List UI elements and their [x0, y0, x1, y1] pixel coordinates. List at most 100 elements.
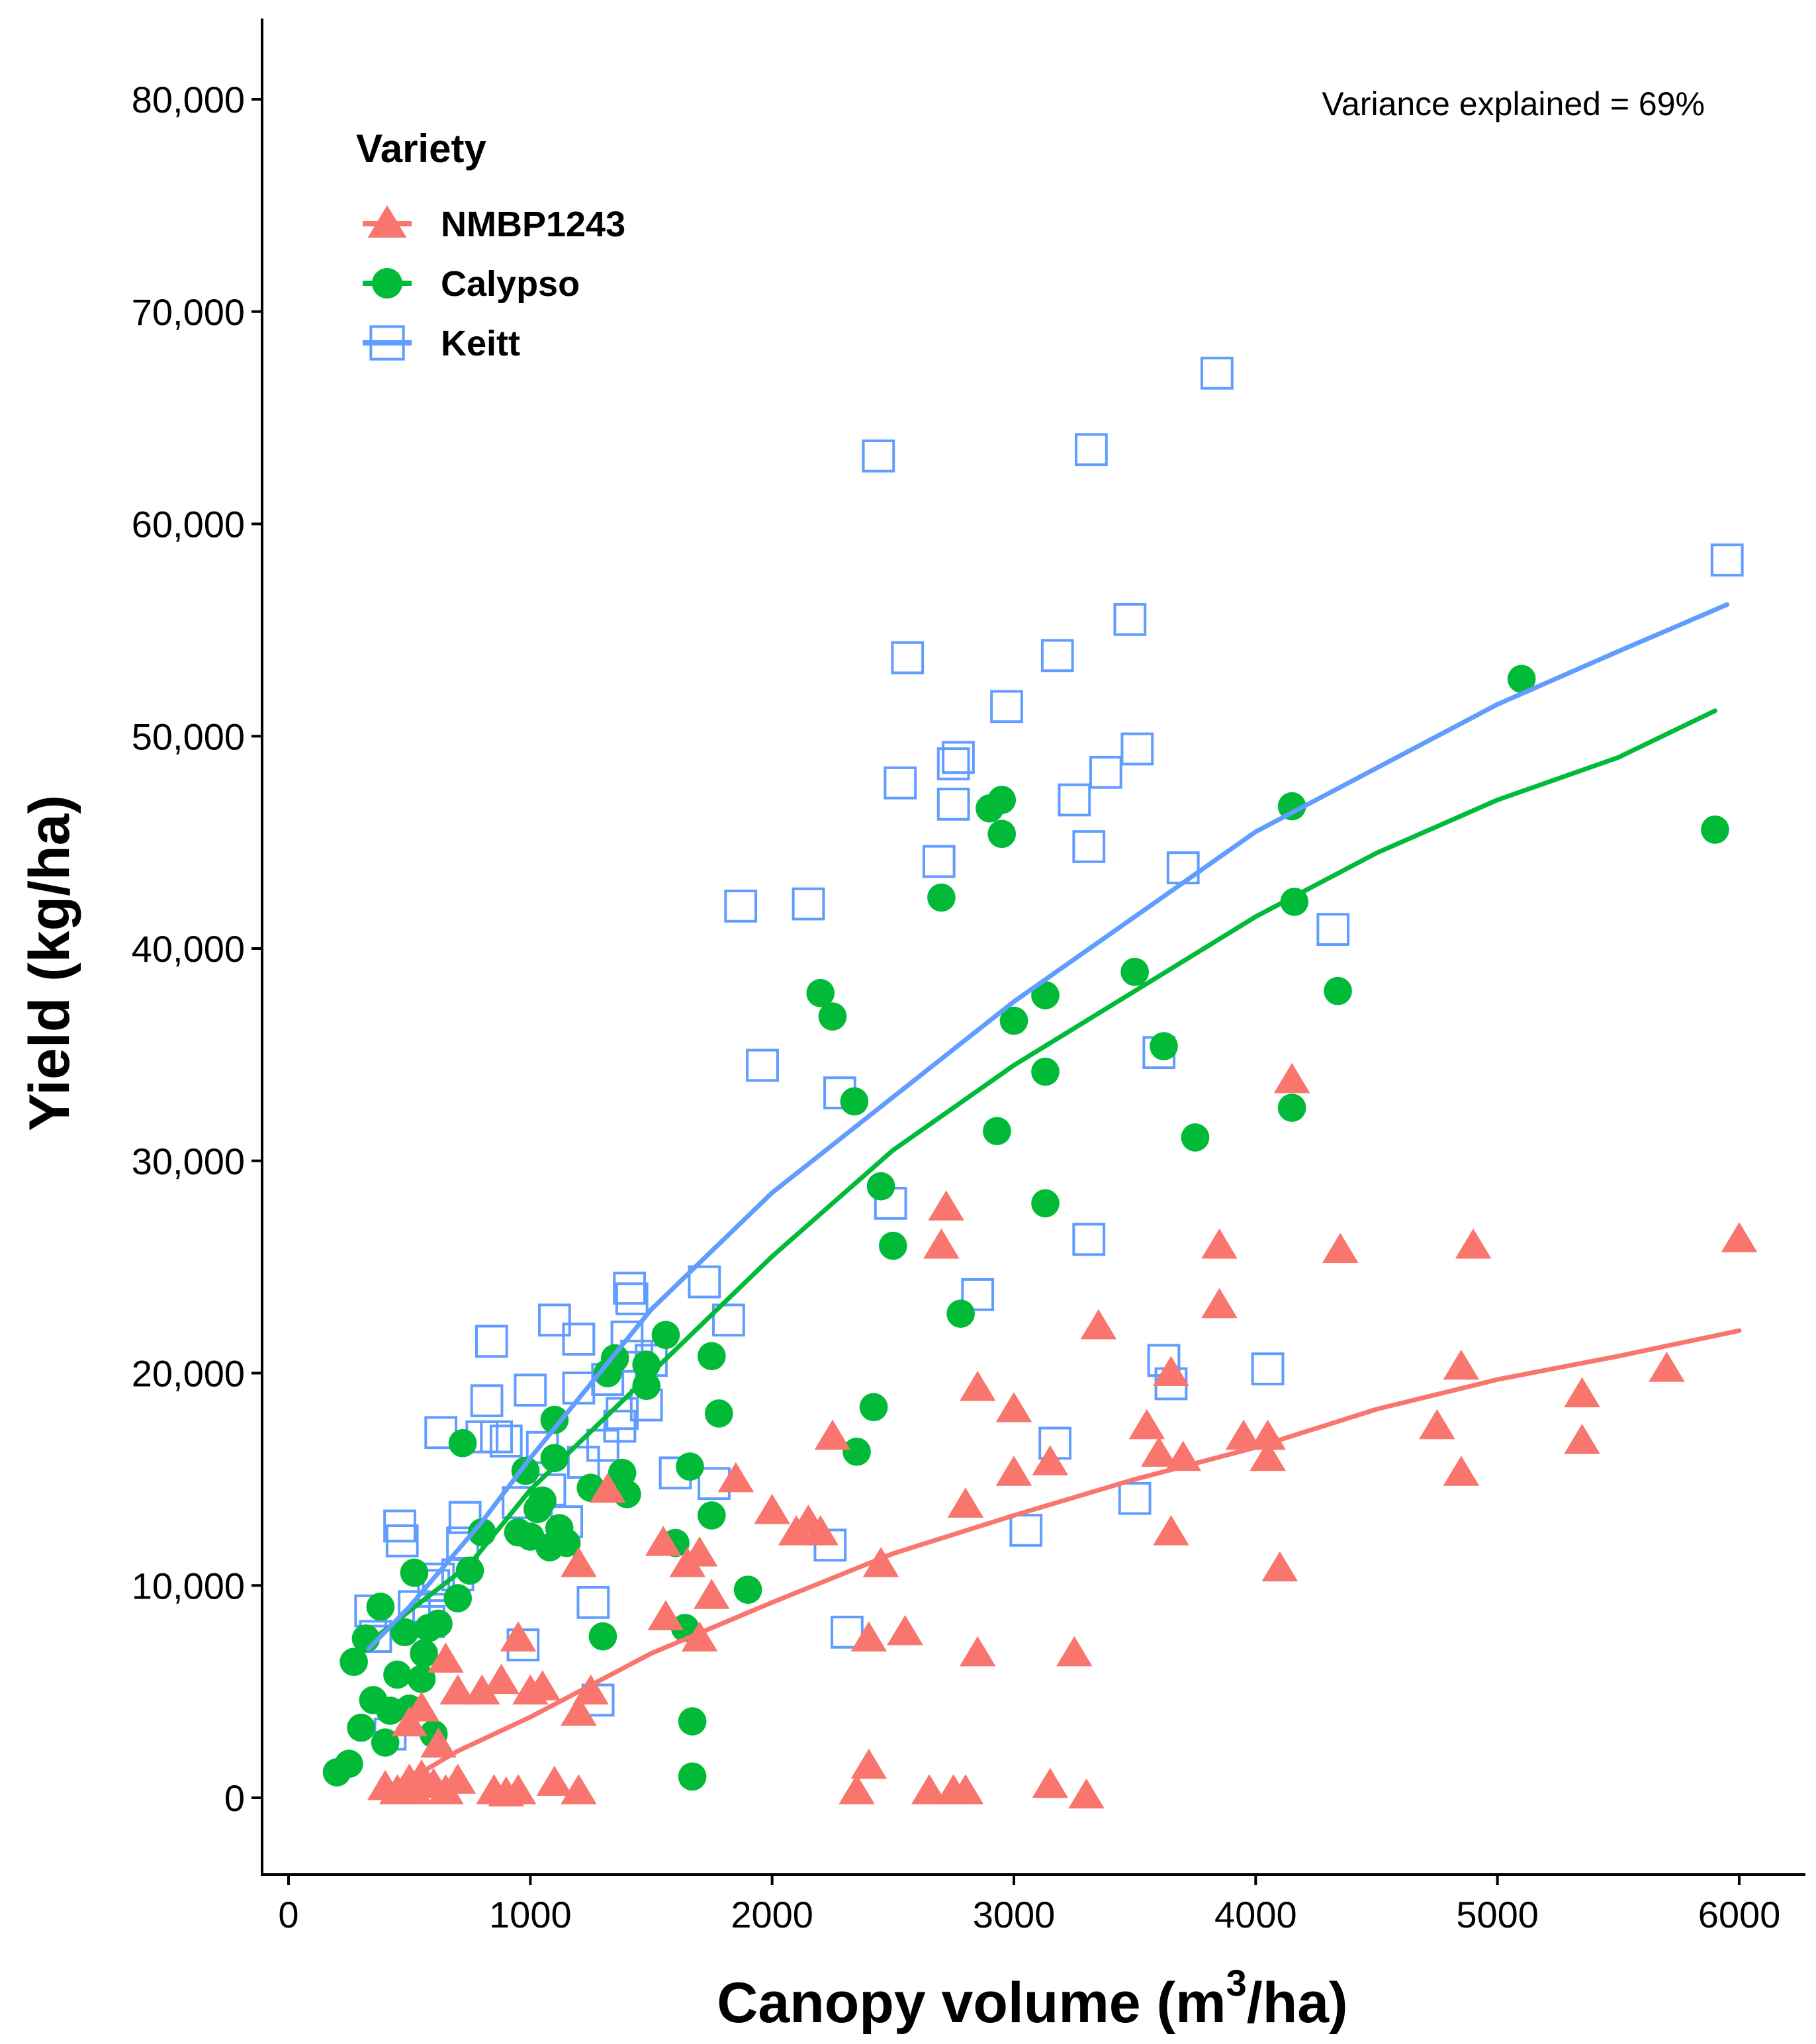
nmbp1243-point: [717, 1462, 754, 1493]
nmbp1243-point: [589, 1472, 626, 1503]
keitt-point: [385, 1524, 419, 1557]
nmbp1243-point: [923, 1229, 960, 1259]
y-axis-ticks: 0 10,000 20,000 30,000 40,000 50,000 60,000 70,…: [132, 79, 262, 1819]
nmbp1243-point: [887, 1614, 923, 1646]
calypso-point: [410, 1639, 438, 1668]
keitt-point: [1040, 639, 1074, 673]
keitt-point: [831, 1615, 864, 1649]
calypso-point: [1507, 665, 1536, 693]
nmbp1243-point: [959, 1636, 996, 1667]
legend-label: Calypso: [441, 264, 580, 304]
calypso-point: [678, 1762, 707, 1791]
calypso-point: [540, 1444, 569, 1473]
calypso-point: [866, 1172, 895, 1201]
x-axis-title-main: Canopy volume (m: [717, 1971, 1226, 2035]
keitt-point: [615, 1282, 649, 1316]
nmbp1243-point: [536, 1765, 573, 1796]
keitt-point: [470, 1384, 504, 1418]
legend-key-circle-icon: [372, 268, 402, 299]
nmbp1243-point: [1249, 1440, 1286, 1471]
x-axis-title: Canopy volume (m3/ha): [717, 1962, 1347, 2035]
nmbp1243-point: [947, 1487, 984, 1518]
calypso-point: [528, 1486, 557, 1515]
calypso-point: [1150, 1032, 1178, 1060]
nmbp1243-point: [439, 1763, 477, 1794]
nmbp1243-point: [561, 1774, 597, 1804]
nmbp1243-point: [995, 1456, 1032, 1486]
keitt-point: [936, 788, 970, 821]
calypso-point: [443, 1584, 473, 1612]
nmbp1243-point: [802, 1515, 839, 1546]
calypso-point: [651, 1321, 680, 1350]
nmbp1243-point: [850, 1748, 887, 1779]
x-axis-title-superscript: 3: [1226, 1962, 1247, 2004]
x-tick-label: 3000: [973, 1894, 1056, 1935]
calypso-point: [1277, 792, 1306, 821]
keitt-point: [1072, 1223, 1106, 1256]
y-tick-label: 70,000: [132, 291, 245, 333]
keitt-point: [922, 845, 956, 878]
nmbp1243-point: [524, 1670, 561, 1700]
calypso-point: [698, 1501, 726, 1530]
calypso-point: [1031, 1189, 1060, 1218]
keitt-point: [961, 1278, 995, 1311]
calypso-point: [366, 1593, 395, 1621]
nmbp1243-point: [1273, 1062, 1310, 1093]
calypso-point: [608, 1458, 637, 1487]
keitt-point: [792, 887, 825, 921]
keitt-point: [576, 1586, 610, 1619]
calypso-point: [1031, 981, 1060, 1009]
keitt-point: [862, 439, 895, 473]
nmbp1243-point: [1721, 1222, 1758, 1252]
nmbp1243-point: [1068, 1778, 1105, 1809]
x-tick-label: 1000: [489, 1894, 572, 1935]
y-tick-label: 50,000: [132, 716, 245, 757]
keitt-point: [489, 1424, 523, 1458]
legend-label: NMBP1243: [441, 205, 625, 244]
nmbp1243-point: [463, 1674, 500, 1705]
calypso-point: [879, 1231, 907, 1260]
keitt-point: [475, 1324, 508, 1358]
keitt-point: [724, 889, 758, 923]
keitt-point: [688, 1265, 721, 1299]
x-tick-label: 4000: [1214, 1894, 1297, 1935]
calypso-point: [698, 1342, 726, 1371]
calypso-point: [733, 1575, 762, 1604]
x-axis-ticks: 0 1000 2000 3000 4000 5000 6000: [278, 1875, 1780, 1935]
legend: Variety NMBP1243 Calypso Keitt: [356, 126, 625, 363]
legend-key-triangle-icon: [367, 205, 407, 238]
nmbp1243-point: [561, 1695, 597, 1726]
nmbp1243-point: [1225, 1419, 1262, 1450]
nmbp1243-point: [1201, 1229, 1238, 1259]
keitt-point: [1166, 851, 1200, 884]
nmbp1243-point: [1455, 1229, 1492, 1259]
keitt-point: [1009, 1513, 1043, 1547]
calypso-point: [540, 1405, 569, 1434]
calypso-point: [987, 786, 1017, 814]
nmbp1243-point: [483, 1663, 520, 1695]
calypso-point: [340, 1648, 368, 1677]
keitt-point: [586, 1428, 619, 1462]
calypso-point: [511, 1456, 540, 1485]
nmbp1243-point: [947, 1774, 984, 1804]
nmbp1243-point: [1140, 1436, 1177, 1467]
calypso-point: [859, 1393, 888, 1422]
nmbp1243-point: [862, 1547, 899, 1577]
data-points: [322, 356, 1758, 1809]
calypso-point: [588, 1622, 617, 1651]
nmbp1243-point: [1032, 1767, 1069, 1798]
keitt-point: [942, 741, 975, 774]
keitt-point: [1072, 830, 1106, 863]
nmbp1243-point: [814, 1419, 851, 1450]
nmbp1243-point: [1032, 1445, 1069, 1475]
nmbp1243-point: [1153, 1356, 1189, 1386]
keitt-point: [1201, 356, 1234, 390]
y-tick-label: 0: [224, 1777, 245, 1819]
y-tick-label: 30,000: [132, 1140, 245, 1182]
calypso-trend-line: [363, 708, 1717, 1648]
x-tick-label: 6000: [1698, 1894, 1781, 1935]
calypso-point: [1701, 815, 1729, 844]
keitt-point: [1075, 433, 1108, 467]
calypso-point: [678, 1707, 707, 1736]
